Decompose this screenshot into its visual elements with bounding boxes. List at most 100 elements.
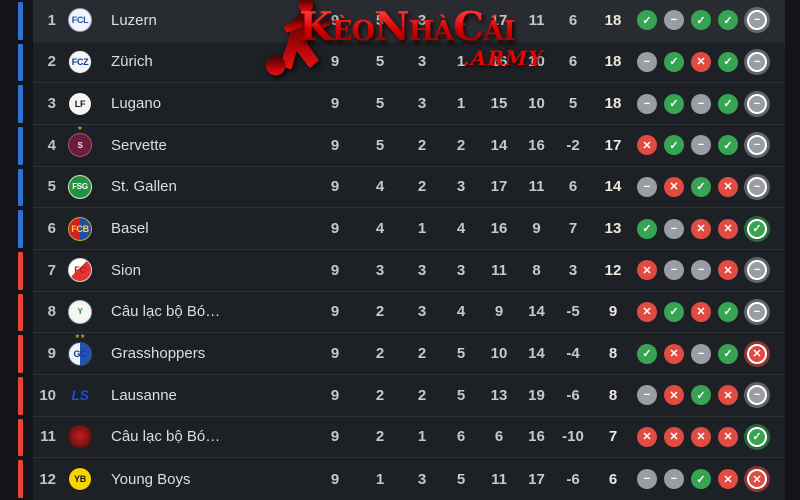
table-row[interactable]: 3 LF Lugano 9 5 3 1 15 10 5 18− ✓ − ✓ − — [33, 83, 785, 125]
form-icon-draw[interactable]: − — [691, 135, 711, 156]
form-icon-draw[interactable]: − — [747, 10, 767, 31]
form-icon-loss[interactable]: ✕ — [664, 426, 684, 447]
form-icon-win[interactable]: ✓ — [718, 93, 738, 114]
form-icon-win[interactable]: ✓ — [691, 176, 711, 197]
form-icon-win[interactable]: ✓ — [718, 135, 738, 156]
rank-number: 12 — [39, 470, 56, 488]
form-icon-loss[interactable]: ✕ — [718, 385, 738, 406]
form-icon-loss[interactable]: ✕ — [718, 426, 738, 447]
form-icon-loss[interactable]: ✕ — [691, 426, 711, 447]
team-name[interactable]: Servette — [111, 136, 167, 154]
table-row[interactable]: 1 FCL Luzern 9 5 3 1 17 11 6 18 ✓ − ✓ ✓ − — [33, 0, 785, 42]
table-row[interactable]: 7 FC Sion 9 3 3 3 11 8 3 12 ✕ − − ✕ − — [33, 249, 785, 292]
team-logo-badge: FCZ — [68, 49, 92, 74]
table-row[interactable]: 12 YB Young Boys 9 1 3 5 11 17 -6 6− − ✓ ✕ ✕ — [33, 458, 785, 500]
stat-losses: 5 — [456, 470, 466, 488]
form-icon-draw[interactable]: − — [747, 260, 767, 281]
stat-draws: 1 — [417, 428, 427, 446]
stat-losses: 3 — [456, 261, 466, 279]
team-name[interactable]: Young Boys — [111, 470, 191, 488]
form-icon-win[interactable]: ✓ — [718, 301, 738, 322]
form-icon-draw[interactable]: − — [747, 135, 767, 156]
team-name[interactable]: Sion — [111, 261, 142, 279]
form-icon-loss[interactable]: ✕ — [637, 301, 657, 322]
form-icon-win[interactable]: ✓ — [637, 343, 657, 364]
form-icon-win[interactable]: ✓ — [637, 218, 657, 239]
form-icon-loss[interactable]: ✕ — [637, 135, 657, 156]
team-name[interactable]: Lugano — [111, 95, 162, 113]
form-icon-draw[interactable]: − — [664, 469, 684, 490]
team-name[interactable]: Câu lạc bộ Bó… — [111, 428, 221, 446]
form-column: − ✕ ✓ ✕ − — [635, 176, 785, 197]
form-icon-loss[interactable]: ✕ — [637, 260, 657, 281]
table-row[interactable]: 6 FCB Basel 9 4 1 4 16 9 7 13 ✓ − ✕ ✕ ✓ — [33, 208, 785, 250]
form-icon-loss[interactable]: ✕ — [664, 343, 684, 364]
form-icon-win[interactable]: ✓ — [664, 51, 684, 72]
form-icon-loss[interactable]: ✕ — [718, 176, 738, 197]
form-icon-draw[interactable]: − — [747, 51, 767, 72]
form-icon-loss[interactable]: ✕ — [718, 469, 738, 490]
form-icon-draw[interactable]: − — [664, 260, 684, 281]
team-name[interactable]: St. Gallen — [111, 178, 177, 196]
table-row[interactable]: 10 LS Lausanne 9 2 2 5 13 19 -6 8− ✕ ✓ ✕ − — [33, 374, 785, 417]
team-logo: ★★ GC — [63, 333, 97, 374]
team-logo-badge: FCL — [68, 8, 92, 33]
form-icon-loss[interactable]: ✕ — [691, 301, 711, 322]
form-icon-win[interactable]: ✓ — [718, 10, 738, 31]
form-icon-loss[interactable]: ✕ — [691, 218, 711, 239]
form-icon-loss[interactable]: ✕ — [747, 343, 767, 364]
form-icon-loss[interactable]: ✕ — [664, 385, 684, 406]
form-icon-win[interactable]: ✓ — [664, 301, 684, 322]
form-icon-loss[interactable]: ✕ — [664, 176, 684, 197]
form-icon-win[interactable]: ✓ — [664, 135, 684, 156]
form-icon-win[interactable]: ✓ — [664, 93, 684, 114]
qualification-bar-segment — [18, 377, 23, 415]
stat-wins: 1 — [375, 470, 385, 488]
form-icon-loss[interactable]: ✕ — [718, 260, 738, 281]
team-name[interactable]: Zürich — [111, 53, 153, 71]
table-row[interactable]: 5 FSG St. Gallen 9 4 2 3 17 11 6 14− ✕ ✓ ✕ − — [33, 166, 785, 209]
team-name[interactable]: Luzern — [111, 11, 157, 29]
table-row[interactable]: 11 Câu lạc bộ Bó… 9 2 1 6 6 16 -10 7 ✕ ✕ ✕ ✕ ✓ — [33, 416, 785, 459]
team-logo: LF — [63, 83, 97, 124]
form-icon-draw[interactable]: − — [637, 469, 657, 490]
team-name[interactable]: Grasshoppers — [111, 345, 206, 363]
form-icon-draw[interactable]: − — [691, 343, 711, 364]
form-icon-loss[interactable]: ✕ — [637, 426, 657, 447]
form-icon-win[interactable]: ✓ — [747, 426, 767, 447]
form-icon-draw[interactable]: − — [664, 218, 684, 239]
form-icon-draw[interactable]: − — [691, 260, 711, 281]
stat-points: 18 — [604, 95, 622, 113]
form-icon-draw[interactable]: − — [691, 93, 711, 114]
stat-losses: 6 — [456, 428, 466, 446]
form-icon-win[interactable]: ✓ — [691, 385, 711, 406]
form-icon-win[interactable]: ✓ — [747, 218, 767, 239]
form-icon-win[interactable]: ✓ — [691, 469, 711, 490]
form-icon-draw[interactable]: − — [664, 10, 684, 31]
form-icon-loss[interactable]: ✕ — [747, 469, 767, 490]
table-row[interactable]: 2 FCZ Zürich 9 5 3 1 16 10 6 18− ✓ ✕ ✓ − — [33, 41, 785, 84]
form-icon-draw[interactable]: − — [747, 385, 767, 406]
form-icon-draw[interactable]: − — [637, 93, 657, 114]
team-name[interactable]: Câu lạc bộ Bó… — [111, 303, 221, 321]
stat-points: 6 — [608, 470, 618, 488]
team-name[interactable]: Basel — [111, 220, 149, 238]
form-icon-win[interactable]: ✓ — [691, 10, 711, 31]
table-row[interactable]: 8 Y Câu lạc bộ Bó… 9 2 3 4 9 14 -5 9 ✕ ✓ ✕ ✓ − — [33, 291, 785, 334]
form-icon-win[interactable]: ✓ — [637, 10, 657, 31]
team-name[interactable]: Lausanne — [111, 386, 177, 404]
stat-wins: 2 — [375, 303, 385, 321]
stat-goals-for: 14 — [490, 136, 508, 154]
form-icon-win[interactable]: ✓ — [718, 51, 738, 72]
form-icon-draw[interactable]: − — [747, 301, 767, 322]
form-icon-draw[interactable]: − — [637, 385, 657, 406]
form-icon-loss[interactable]: ✕ — [691, 51, 711, 72]
form-icon-loss[interactable]: ✕ — [718, 218, 738, 239]
form-icon-draw[interactable]: − — [637, 51, 657, 72]
table-row[interactable]: 4 ★ S Servette 9 5 2 2 14 16 -2 17 ✕ ✓ − ✓ − — [33, 124, 785, 167]
form-icon-win[interactable]: ✓ — [718, 343, 738, 364]
form-icon-draw[interactable]: − — [637, 176, 657, 197]
table-row[interactable]: 9 ★★ GC Grasshoppers 9 2 2 5 10 14 -4 8 ✓ ✕ − ✓ ✕ — [33, 333, 785, 375]
form-icon-draw[interactable]: − — [747, 93, 767, 114]
form-icon-draw[interactable]: − — [747, 176, 767, 197]
